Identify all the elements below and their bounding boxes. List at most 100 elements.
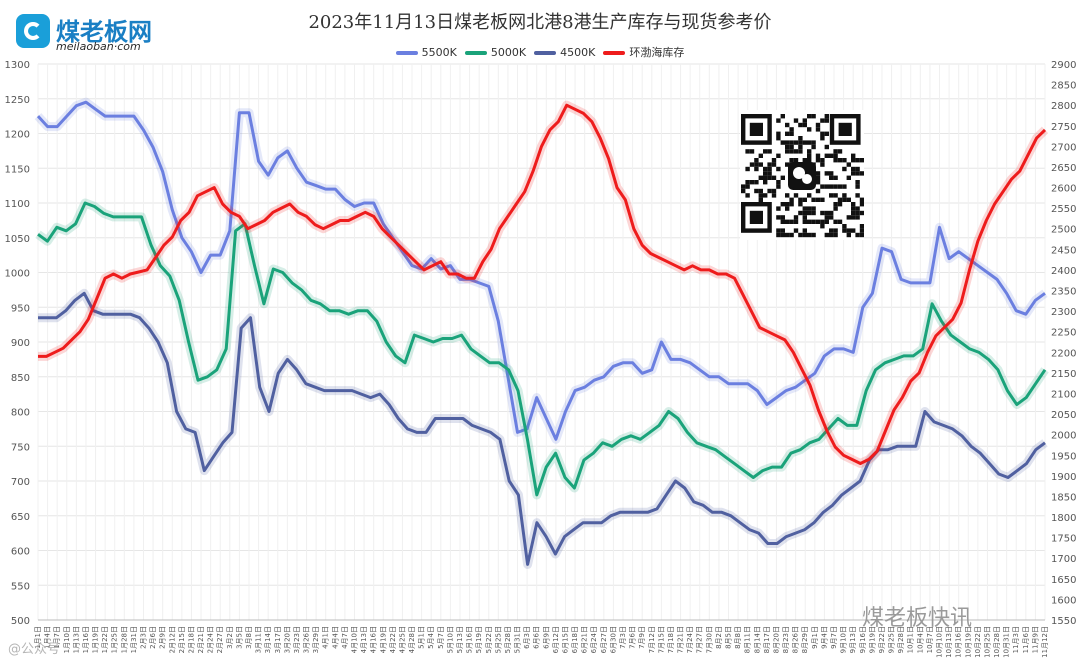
right-tick-label: 1800 <box>1051 513 1076 524</box>
qr-module <box>798 232 803 238</box>
x-tick-label: 6月12日 <box>552 626 560 653</box>
qr-module <box>793 228 799 233</box>
qr-module <box>745 180 750 185</box>
qr-module <box>807 114 812 119</box>
x-tick-label: 9月22日 <box>878 626 886 653</box>
qr-module <box>771 188 777 194</box>
legend-swatch <box>534 51 557 55</box>
x-tick-label: 5月31日 <box>514 626 522 653</box>
qr-module <box>807 193 812 198</box>
qr-module <box>859 224 864 229</box>
right-tick-label: 1950 <box>1051 451 1076 462</box>
qr-module <box>793 149 799 154</box>
watermark-brand: 煤老板快讯 <box>862 606 973 631</box>
logo-subtext: meilaoban·com <box>56 40 141 53</box>
x-tick-label: 8月23日 <box>782 626 790 653</box>
qr-module <box>767 162 772 167</box>
right-tick-label: 2800 <box>1051 101 1076 112</box>
qr-module <box>802 232 807 238</box>
qr-module <box>846 228 851 233</box>
left-tick-label: 950 <box>11 303 30 314</box>
x-tick-label: 9月25日 <box>888 626 896 653</box>
qr-module <box>798 136 803 141</box>
qr-module <box>859 202 864 207</box>
x-tick-label: 4月4日 <box>331 626 339 649</box>
qr-module <box>785 202 790 207</box>
qr-module <box>842 184 847 189</box>
qr-module <box>745 184 750 189</box>
qr-module <box>802 158 807 163</box>
watermark-left: @公众号 <box>8 642 61 657</box>
qr-module <box>815 180 821 185</box>
x-tick-label: 10月19日 <box>964 626 972 658</box>
qr-module <box>789 219 794 224</box>
qr-module <box>789 140 794 145</box>
right-tick-label: 2150 <box>1051 369 1076 380</box>
qr-module <box>824 153 829 158</box>
qr-module <box>842 193 847 198</box>
legend-swatch <box>395 51 418 55</box>
qr-module <box>758 193 763 198</box>
qr-module <box>842 228 847 233</box>
x-tick-label: 7月6日 <box>629 626 637 649</box>
left-tick-label: 750 <box>11 442 30 453</box>
qr-module <box>859 171 864 176</box>
x-tick-label: 9月1日 <box>811 626 819 649</box>
qr-module <box>851 215 856 220</box>
x-tick-label: 9月19日 <box>868 626 876 653</box>
qr-module <box>820 118 825 123</box>
qr-module <box>758 197 763 202</box>
qr-module <box>837 219 843 224</box>
x-tick-label: 3月14日 <box>264 626 272 653</box>
qr-module <box>815 197 821 202</box>
qr-module <box>776 228 781 233</box>
qr-module <box>763 175 768 180</box>
x-tick-label: 1月19日 <box>92 626 100 653</box>
qr-module <box>758 175 763 180</box>
x-tick-label: 1月10日 <box>63 626 71 653</box>
qr-module <box>833 175 838 180</box>
right-tick-label: 2200 <box>1051 348 1076 359</box>
qr-module <box>745 193 750 198</box>
qr-module <box>802 118 807 123</box>
qr-module <box>749 149 755 154</box>
x-tick-label: 4月16日 <box>370 626 378 653</box>
qr-module <box>785 131 790 136</box>
left-tick-label: 650 <box>11 512 30 523</box>
x-tick-label: 2月21日 <box>197 626 205 653</box>
qr-module <box>815 219 821 224</box>
qr-module <box>763 193 768 198</box>
legend: 5500K 5000K 4500K 环渤海库存 <box>0 44 1080 60</box>
qr-module <box>789 197 794 202</box>
x-tick-label: 1月31日 <box>130 626 138 653</box>
qr-module <box>833 184 838 189</box>
right-tick-label: 2600 <box>1051 184 1076 195</box>
legend-item: 环渤海库存 <box>603 44 684 60</box>
x-tick-label: 10月22日 <box>974 626 982 658</box>
x-tick-label: 4月13日 <box>360 626 368 653</box>
qr-module <box>767 188 772 194</box>
qr-finder-core <box>838 122 852 136</box>
qr-module <box>798 149 803 154</box>
qr-module <box>824 232 829 238</box>
x-tick-label: 5月28日 <box>504 626 512 653</box>
qr-module <box>780 175 785 180</box>
right-tick-label: 2250 <box>1051 328 1076 339</box>
qr-module <box>802 197 807 202</box>
qr-module <box>829 153 834 158</box>
qr-module <box>815 175 821 180</box>
qr-module <box>846 215 851 220</box>
qr-module <box>785 219 790 224</box>
qr-module <box>851 206 856 211</box>
legend-item: 4500K <box>534 46 595 59</box>
x-tick-label: 9月10日 <box>840 626 848 653</box>
left-tick-label: 1000 <box>5 269 30 280</box>
qr-module <box>798 122 803 128</box>
qr-module <box>798 210 803 216</box>
x-tick-label: 10月13日 <box>945 626 953 658</box>
legend-item: 5500K <box>395 46 457 59</box>
qr-module <box>842 166 847 172</box>
qr-module <box>780 114 785 119</box>
qr-module <box>793 140 799 145</box>
qr-module <box>846 162 851 167</box>
